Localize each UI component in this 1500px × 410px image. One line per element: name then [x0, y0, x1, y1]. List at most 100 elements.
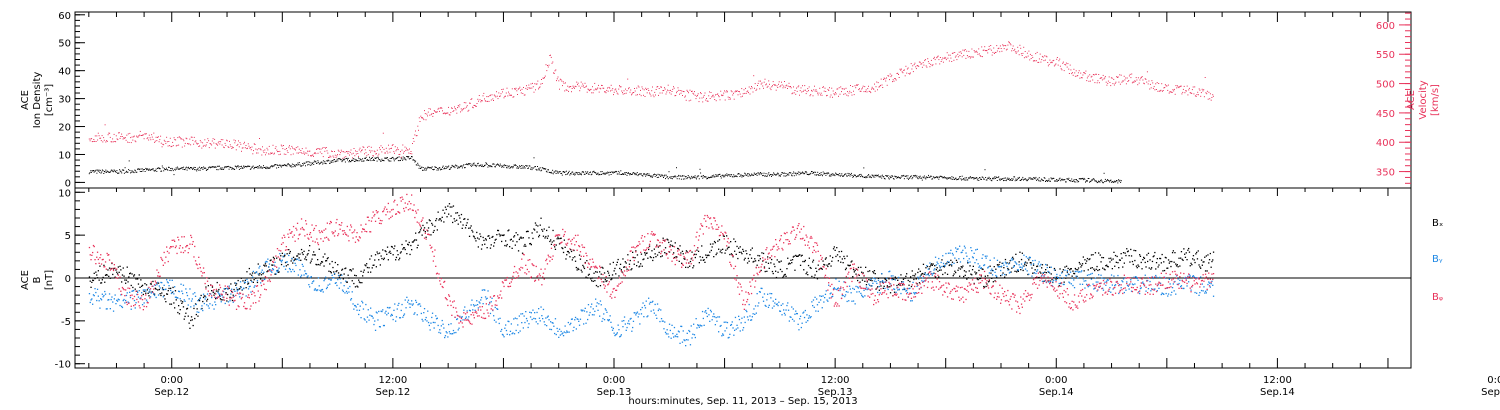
- velocity-point: [912, 71, 914, 73]
- velocity-point: [924, 60, 926, 62]
- density-point: [903, 178, 905, 180]
- by-point: [312, 281, 314, 283]
- density-point: [962, 178, 964, 180]
- bx-point: [111, 262, 113, 265]
- density-point: [485, 162, 487, 164]
- velocity-point: [646, 92, 648, 94]
- velocity-point: [1071, 73, 1073, 75]
- by-point: [116, 300, 119, 302]
- bx-point: [399, 252, 402, 254]
- velocity-point: [591, 92, 593, 94]
- by-point: [259, 265, 261, 267]
- bx-point: [824, 258, 827, 260]
- velocity-point: [217, 144, 219, 146]
- density-point: [741, 176, 743, 178]
- velocity-point: [944, 56, 946, 58]
- density-point: [556, 170, 558, 172]
- by-point: [170, 292, 173, 295]
- velocity-point: [362, 146, 364, 148]
- density-point: [1034, 178, 1036, 180]
- bx-point: [372, 264, 374, 266]
- by-point: [268, 263, 271, 265]
- velocity-point: [1038, 58, 1040, 60]
- velocity-point: [863, 91, 865, 93]
- bx-point: [497, 229, 500, 232]
- density-point: [980, 178, 982, 180]
- by-point: [169, 279, 171, 281]
- density-point: [1073, 179, 1075, 181]
- density-point: [621, 174, 622, 175]
- density-point: [448, 165, 450, 167]
- velocity-point: [630, 89, 632, 91]
- velocity-point: [661, 92, 663, 94]
- density-point: [496, 164, 498, 166]
- density-point: [1092, 178, 1094, 180]
- velocity-point: [129, 132, 131, 134]
- by-point: [438, 331, 440, 334]
- bx-point: [704, 261, 706, 263]
- bx-point: [225, 292, 227, 294]
- velocity-point: [508, 93, 510, 95]
- velocity-point: [456, 112, 458, 114]
- velocity-point: [457, 105, 459, 106]
- velocity-point: [331, 150, 332, 152]
- bx-point: [481, 244, 483, 246]
- density-point: [992, 178, 993, 180]
- density-point: [493, 163, 495, 165]
- density-point: [376, 160, 378, 162]
- by-point: [111, 296, 113, 298]
- bx-point: [1090, 254, 1093, 256]
- by-point: [370, 315, 373, 317]
- velocity-point: [121, 136, 123, 137]
- density-point: [146, 169, 147, 171]
- top-ytick-label-0: 0: [65, 178, 71, 189]
- density-point: [1072, 180, 1074, 182]
- bx-point: [196, 308, 198, 310]
- density-point: [318, 163, 320, 165]
- density-point: [803, 173, 805, 175]
- density-point: [1080, 178, 1082, 180]
- bx-point: [871, 280, 873, 282]
- velocity-point: [1023, 46, 1025, 48]
- bx-point: [809, 266, 811, 269]
- density-point: [904, 175, 906, 177]
- velocity-point: [506, 87, 508, 89]
- velocity-point: [356, 151, 358, 152]
- velocity-point: [523, 87, 524, 88]
- density-point: [870, 176, 872, 178]
- bx-point: [202, 300, 204, 303]
- velocity-point: [660, 86, 662, 88]
- density-point: [507, 167, 509, 169]
- velocity-point: [332, 155, 334, 157]
- bx-point: [367, 271, 369, 273]
- density-point: [729, 174, 731, 176]
- density-point: [174, 169, 176, 171]
- density-point: [171, 167, 173, 169]
- velocity-point: [655, 94, 656, 96]
- bx-point: [767, 262, 770, 264]
- velocity-point: [97, 132, 99, 134]
- bx-point: [1056, 276, 1058, 278]
- bx-point: [402, 248, 404, 250]
- bx-point: [748, 260, 750, 262]
- velocity-point: [795, 93, 797, 95]
- bx-point: [846, 255, 848, 257]
- velocity-point: [1122, 80, 1124, 82]
- velocity-point: [886, 84, 888, 86]
- bx-point: [589, 268, 591, 270]
- bx-point: [333, 271, 335, 273]
- density-point: [142, 170, 144, 172]
- bx-point: [121, 274, 124, 276]
- density-point: [154, 170, 156, 172]
- density-point: [1119, 179, 1121, 181]
- by-point: [142, 289, 144, 291]
- density-point: [848, 173, 850, 175]
- density-point: [364, 158, 366, 159]
- bx-point: [556, 238, 558, 240]
- density-point: [531, 169, 533, 171]
- density-point: [1114, 181, 1116, 183]
- density-point: [841, 173, 843, 175]
- bx-point: [483, 239, 485, 242]
- density-point: [708, 177, 710, 179]
- bx-point: [884, 278, 886, 280]
